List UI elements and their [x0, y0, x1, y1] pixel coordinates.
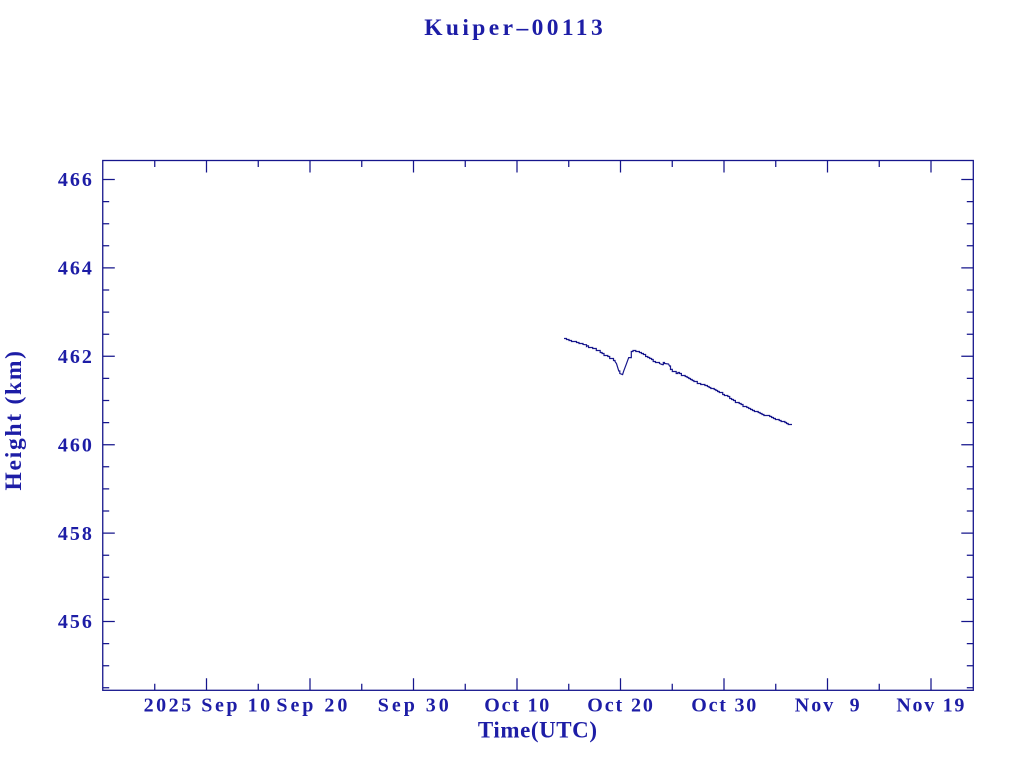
- svg-text:Oct 30: Oct 30: [691, 695, 758, 717]
- svg-text:456: 456: [58, 611, 94, 633]
- svg-text:Kuiper–00113: Kuiper–00113: [424, 15, 606, 41]
- svg-text:Sep 30: Sep 30: [378, 695, 452, 717]
- svg-text:460: 460: [58, 434, 94, 456]
- svg-text:Nov 9: Nov 9: [795, 695, 862, 717]
- svg-text:Sep 20: Sep 20: [276, 695, 350, 717]
- svg-text:Oct 10: Oct 10: [484, 695, 551, 717]
- svg-text:464: 464: [58, 258, 94, 280]
- svg-text:Nov 19: Nov 19: [896, 695, 966, 717]
- svg-text:Height (km): Height (km): [1, 349, 27, 490]
- svg-text:462: 462: [58, 346, 94, 368]
- svg-text:Oct 20: Oct 20: [587, 695, 655, 717]
- svg-text:466: 466: [58, 169, 94, 191]
- svg-text:2025 Sep 10: 2025 Sep 10: [144, 695, 273, 717]
- svg-text:458: 458: [58, 523, 94, 545]
- svg-text:Time(UTC): Time(UTC): [478, 718, 598, 743]
